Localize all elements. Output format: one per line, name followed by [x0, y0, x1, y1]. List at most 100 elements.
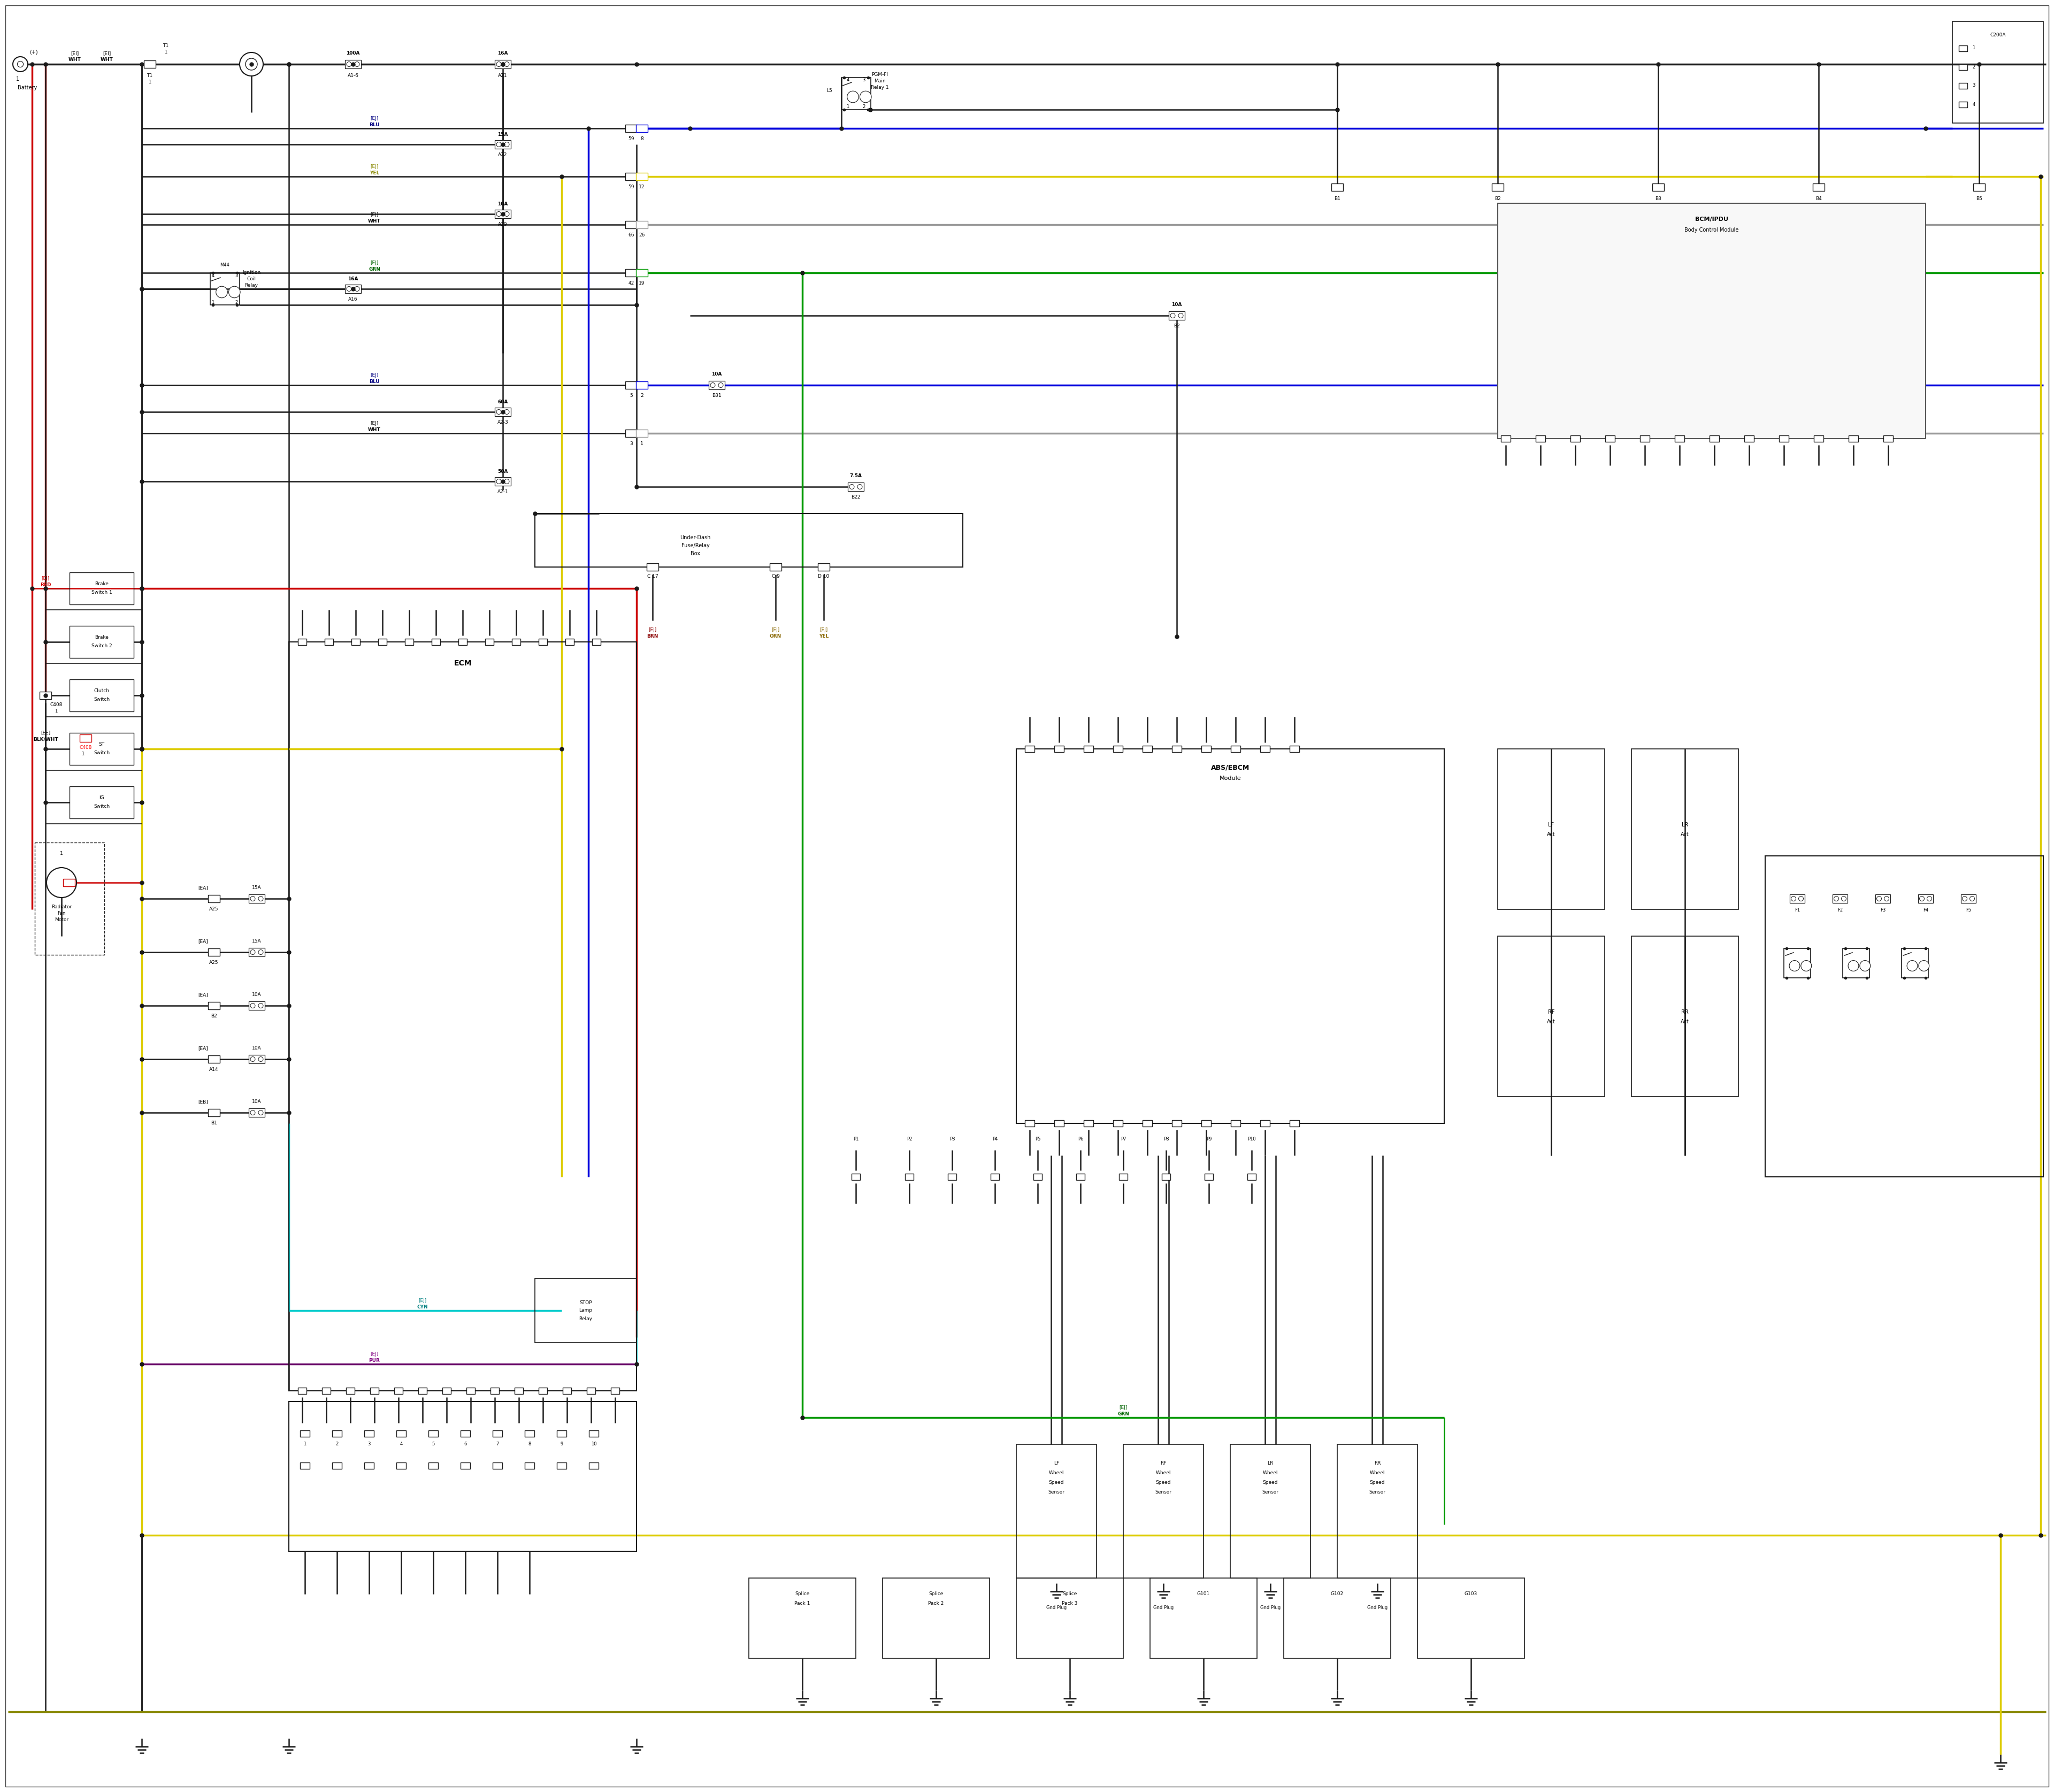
Bar [1497, 749, 1604, 909]
Text: [EJ]: [EJ] [1119, 1405, 1128, 1410]
Bar [1204, 1174, 1214, 1181]
Text: [EJ]: [EJ] [370, 373, 378, 378]
Bar [534, 514, 963, 566]
Text: A1-6: A1-6 [347, 73, 359, 79]
Text: Speed: Speed [1263, 1480, 1278, 1486]
Text: P5: P5 [1035, 1136, 1041, 1142]
Text: 2: 2 [863, 104, 865, 109]
Bar [524, 1462, 534, 1469]
Text: BRN: BRN [647, 634, 657, 640]
Text: 5: 5 [631, 394, 633, 398]
Bar [1674, 435, 1684, 443]
Circle shape [251, 950, 255, 955]
Circle shape [1877, 896, 1881, 901]
Bar [460, 1462, 470, 1469]
Bar [1417, 1579, 1524, 1658]
Circle shape [505, 61, 509, 66]
Bar [637, 172, 647, 181]
Bar [563, 1387, 571, 1394]
Bar [1842, 948, 1869, 978]
Bar [290, 1401, 637, 1552]
Circle shape [505, 410, 509, 414]
Bar [1230, 745, 1241, 753]
Text: 15A: 15A [497, 133, 507, 138]
Bar [298, 1387, 306, 1394]
Bar [144, 61, 156, 68]
Text: 8: 8 [641, 136, 643, 142]
Bar [1142, 1120, 1152, 1127]
Bar [1631, 749, 1738, 909]
Circle shape [246, 59, 257, 70]
Text: B5: B5 [1976, 197, 1982, 201]
Bar [1536, 435, 1545, 443]
Bar [624, 125, 637, 133]
Circle shape [1840, 896, 1847, 901]
Circle shape [1849, 961, 1859, 971]
Bar [466, 1387, 474, 1394]
Bar [1501, 435, 1510, 443]
Bar [1331, 183, 1343, 192]
Bar [1247, 1174, 1255, 1181]
Circle shape [497, 478, 501, 484]
Bar [817, 563, 830, 572]
Text: Under-Dash: Under-Dash [680, 536, 711, 539]
Circle shape [1834, 896, 1838, 901]
Bar [1230, 1444, 1310, 1579]
Bar [1764, 857, 2044, 1177]
Text: C 17: C 17 [647, 573, 657, 579]
Text: C 9: C 9 [772, 573, 781, 579]
Bar [1960, 45, 1968, 52]
Text: RF: RF [1161, 1460, 1167, 1466]
Text: [EJ]: [EJ] [370, 165, 378, 168]
Text: 26: 26 [639, 233, 645, 238]
Text: [EJ]: [EJ] [419, 1299, 427, 1303]
Bar [300, 1430, 310, 1437]
Text: LF: LF [1549, 823, 1555, 828]
Text: 2: 2 [641, 394, 643, 398]
Text: B1: B1 [212, 1122, 218, 1125]
Bar [589, 1462, 598, 1469]
Text: GRN: GRN [368, 267, 380, 272]
Bar [345, 285, 362, 294]
Bar [207, 894, 220, 903]
Text: A14: A14 [210, 1068, 218, 1072]
Text: LR: LR [1682, 823, 1688, 828]
Circle shape [497, 211, 501, 217]
Text: P1: P1 [852, 1136, 859, 1142]
Text: RED: RED [39, 582, 51, 588]
Bar [495, 210, 511, 219]
Text: Act: Act [1680, 831, 1688, 837]
Text: CYN: CYN [417, 1305, 427, 1310]
Text: F2: F2 [1838, 909, 1842, 912]
Bar [1113, 1120, 1124, 1127]
Bar [1173, 1120, 1181, 1127]
Bar [491, 1387, 499, 1394]
Bar [207, 948, 220, 955]
Bar [524, 1430, 534, 1437]
Bar [70, 572, 134, 604]
Bar [460, 1430, 470, 1437]
Text: [EJ]: [EJ] [41, 577, 49, 581]
Text: Clutch: Clutch [94, 688, 109, 694]
Circle shape [505, 142, 509, 147]
Text: Splice: Splice [928, 1591, 943, 1597]
Text: Brake: Brake [94, 582, 109, 586]
Bar [249, 1002, 265, 1011]
Text: Switch 2: Switch 2 [90, 643, 113, 649]
Text: [EJ]: [EJ] [370, 116, 378, 122]
Text: YEL: YEL [820, 634, 828, 640]
Bar [345, 1387, 355, 1394]
Text: ABS/EBCM: ABS/EBCM [1212, 763, 1249, 771]
Bar [1142, 745, 1152, 753]
Text: Gnd Plug: Gnd Plug [1045, 1606, 1066, 1609]
Bar [1054, 1120, 1064, 1127]
Bar [709, 382, 725, 389]
Text: BCM/IPDU: BCM/IPDU [1695, 217, 1727, 222]
Circle shape [857, 484, 863, 489]
Bar [1017, 749, 1444, 1124]
Text: (+): (+) [29, 50, 37, 56]
Bar [70, 625, 134, 658]
Circle shape [1789, 961, 1799, 971]
Bar [624, 430, 637, 437]
Text: 59: 59 [629, 185, 635, 190]
